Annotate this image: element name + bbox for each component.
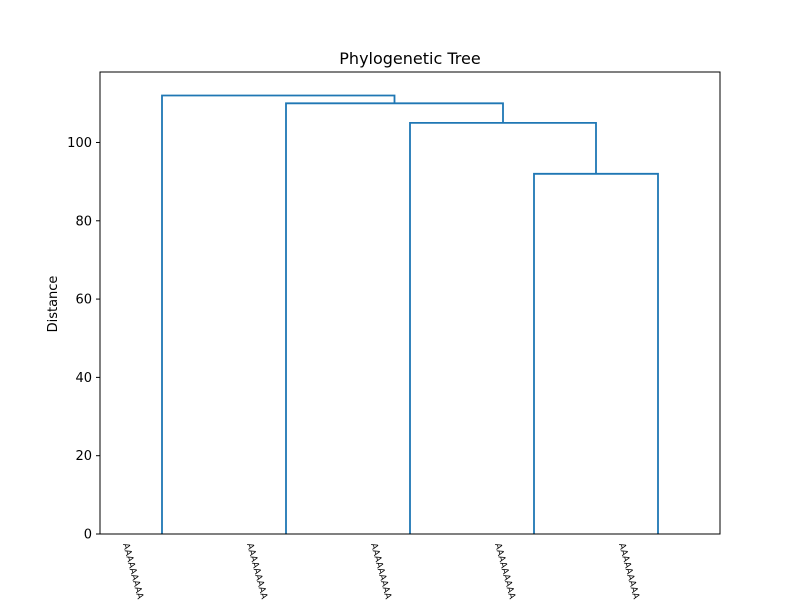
leaf-label: AAAAAAAAAA: [616, 542, 642, 600]
leaf-label: AAAAAAAAAA: [244, 542, 270, 600]
dendrogram-link: [533, 172, 659, 534]
y-tick-label: 0: [84, 528, 92, 543]
y-tick-label: 100: [67, 136, 92, 151]
leaf-label: AAAAAAAAAA: [120, 542, 146, 600]
dendrogram-links: [161, 94, 659, 534]
dendrogram-link: [161, 94, 396, 534]
y-tick-label: 80: [75, 214, 92, 229]
leaf-label: AAAAAAAAAA: [492, 542, 518, 600]
y-axis-ticks: 0 20 40 60 80 100: [67, 136, 100, 543]
y-tick-label: 20: [75, 449, 92, 464]
leaf-labels: AAAAAAAAAA AAAAAAAAAA AAAAAAAAAA AAAAAAAAAA…: [120, 542, 642, 600]
chart-title: Phylogenetic Tree: [339, 49, 480, 68]
plot-frame: [99, 71, 721, 535]
y-tick-label: 60: [75, 293, 92, 308]
y-tick-label: 40: [75, 371, 92, 386]
dendrogram-link: [285, 102, 504, 534]
leaf-label: AAAAAAAAAA: [368, 542, 394, 600]
dendrogram-link: [409, 121, 597, 534]
y-axis-label: Distance: [46, 276, 61, 333]
